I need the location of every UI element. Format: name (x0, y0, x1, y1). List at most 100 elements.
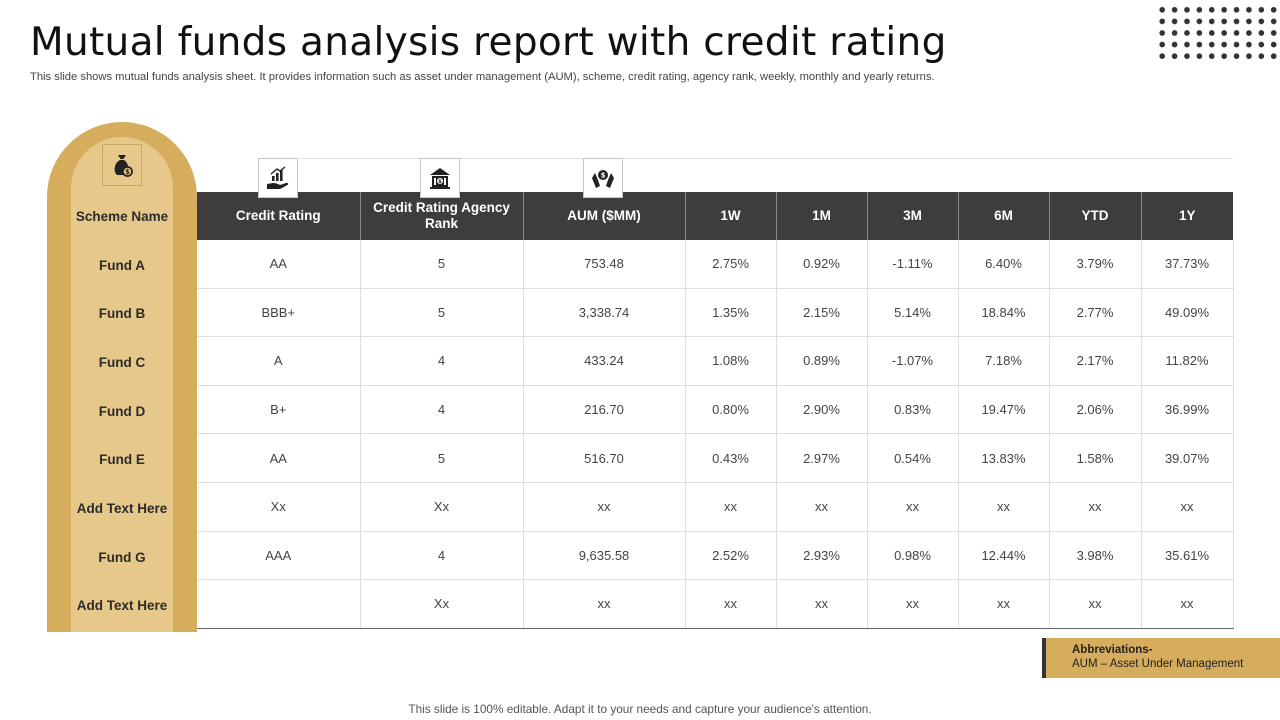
column-header: 1M (776, 192, 868, 240)
column-header: Credit Rating Agency Rank (360, 192, 524, 240)
table-cell: 0.54% (867, 433, 959, 483)
table-row: AAA 4 9,635.58 2.52% 2.93% 0.98% 12.44% 3.98% 35… (197, 531, 1234, 581)
table-cell: 36.99% (1141, 385, 1234, 435)
table-cell: 7.18% (958, 336, 1050, 386)
page-subtitle: This slide shows mutual funds analysis s… (30, 71, 935, 83)
table-cell: 3,338.74 (523, 288, 686, 338)
table-cell: 0.43% (685, 433, 777, 483)
table-cell: 9,635.58 (523, 531, 686, 581)
table-cell: xx (958, 579, 1050, 629)
table-cell: 2.77% (1049, 288, 1142, 338)
table-row: A 4 433.24 1.08% 0.89% -1.07% 7.18% 2.17% 11.82% (197, 336, 1234, 386)
table-cell: 1.08% (685, 336, 777, 386)
table-cell: BBB+ (197, 288, 361, 338)
table-cell: 1.58% (1049, 433, 1142, 483)
column-header: 3M (867, 192, 959, 240)
table-cell: 4 (360, 531, 524, 581)
table-cell: xx (776, 579, 868, 629)
scheme-name-list: Scheme Name Fund A Fund B Fund C Fund D … (47, 192, 197, 630)
table-cell: AA (197, 240, 361, 289)
table-cell: 49.09% (1141, 288, 1234, 338)
table-cell: xx (685, 482, 777, 532)
table-cell: 19.47% (958, 385, 1050, 435)
table-cell: 2.52% (685, 531, 777, 581)
table-cell: xx (1141, 579, 1234, 629)
table-cell: xx (685, 579, 777, 629)
scheme-name-item: Fund E (99, 452, 145, 468)
table-cell: Xx (360, 482, 524, 532)
table-cell: 0.98% (867, 531, 959, 581)
table-cell: A (197, 336, 361, 386)
table-cell: 516.70 (523, 433, 686, 483)
table-cell: 753.48 (523, 240, 686, 289)
table-cell: 2.15% (776, 288, 868, 338)
table-cell: 1.35% (685, 288, 777, 338)
scheme-name-item: Add Text Here (76, 500, 168, 516)
growth-hand-icon (258, 158, 298, 198)
table-cell: 12.44% (958, 531, 1050, 581)
scheme-name-item: Fund G (98, 549, 146, 565)
table-cell: 11.82% (1141, 336, 1234, 386)
svg-text:$: $ (438, 179, 442, 185)
scheme-name-item: Add Text Here (76, 598, 168, 614)
table-row: AA 5 753.48 2.75% 0.92% -1.11% 6.40% 3.79% 37.73… (197, 240, 1234, 289)
table-cell: 2.90% (776, 385, 868, 435)
table-cell: 37.73% (1141, 240, 1234, 289)
svg-text:$: $ (125, 168, 130, 176)
table-cell: xx (867, 579, 959, 629)
table-cell: xx (1141, 482, 1234, 532)
table-cell: 433.24 (523, 336, 686, 386)
table-cell: 5.14% (867, 288, 959, 338)
money-bag-icon: $ (102, 144, 142, 186)
table-cell: 3.79% (1049, 240, 1142, 289)
table-cell: 0.80% (685, 385, 777, 435)
table-cell: xx (523, 579, 686, 629)
table-cell: xx (776, 482, 868, 532)
column-header: AUM ($MM) (523, 192, 686, 240)
table-cell: 3.98% (1049, 531, 1142, 581)
table-cell: 2.97% (776, 433, 868, 483)
table-cell: -1.11% (867, 240, 959, 289)
table-cell: AA (197, 433, 361, 483)
table-cell: 35.61% (1141, 531, 1234, 581)
table-cell (197, 579, 361, 629)
table-cell: 2.17% (1049, 336, 1142, 386)
table-cell: 39.07% (1141, 433, 1234, 483)
table-row: BBB+ 5 3,338.74 1.35% 2.15% 5.14% 18.84% 2.77% 4… (197, 288, 1234, 338)
table-cell: 6.40% (958, 240, 1050, 289)
table-row: AA 5 516.70 0.43% 2.97% 0.54% 13.83% 1.58% 39.07… (197, 433, 1234, 483)
svg-text:$: $ (601, 172, 606, 180)
page-title: Mutual funds analysis report with credit… (30, 20, 947, 65)
column-header: 1Y (1141, 192, 1233, 240)
scheme-name-item: Fund A (99, 257, 145, 273)
bank-building-icon: $ (420, 158, 460, 198)
table-cell: 2.93% (776, 531, 868, 581)
scheme-name-item: Fund C (98, 354, 146, 370)
table-cell: B+ (197, 385, 361, 435)
table-cell: xx (867, 482, 959, 532)
header-icon-guideline (300, 158, 1233, 159)
table-header-row: Credit Rating Credit Rating Agency Rank AU… (197, 192, 1233, 240)
table-cell: -1.07% (867, 336, 959, 386)
column-header: 1W (685, 192, 777, 240)
abbreviations-heading: Abbreviations- (1072, 644, 1153, 656)
table-cell: 0.92% (776, 240, 868, 289)
table-cell: 0.83% (867, 385, 959, 435)
table-cell: AAA (197, 531, 361, 581)
funds-table: Credit Rating Credit Rating Agency Rank AU… (197, 192, 1234, 629)
table-cell: 4 (360, 336, 524, 386)
table-cell: 2.75% (685, 240, 777, 289)
scheme-name-item: Fund D (98, 403, 146, 419)
table-cell: xx (523, 482, 686, 532)
table-row: Xx xx xx xx xx xx xx xx (197, 579, 1234, 629)
table-cell: 18.84% (958, 288, 1050, 338)
table-cell: xx (958, 482, 1050, 532)
scheme-name-item: Fund B (98, 306, 146, 322)
footer-note: This slide is 100% editable. Adapt it to… (408, 702, 872, 716)
table-cell: 216.70 (523, 385, 686, 435)
column-header: 6M (958, 192, 1050, 240)
column-header: Credit Rating (197, 192, 361, 240)
table-cell: xx (1049, 482, 1142, 532)
table-cell: Xx (360, 579, 524, 629)
abbreviations-text: AUM – Asset Under Management (1072, 658, 1244, 671)
